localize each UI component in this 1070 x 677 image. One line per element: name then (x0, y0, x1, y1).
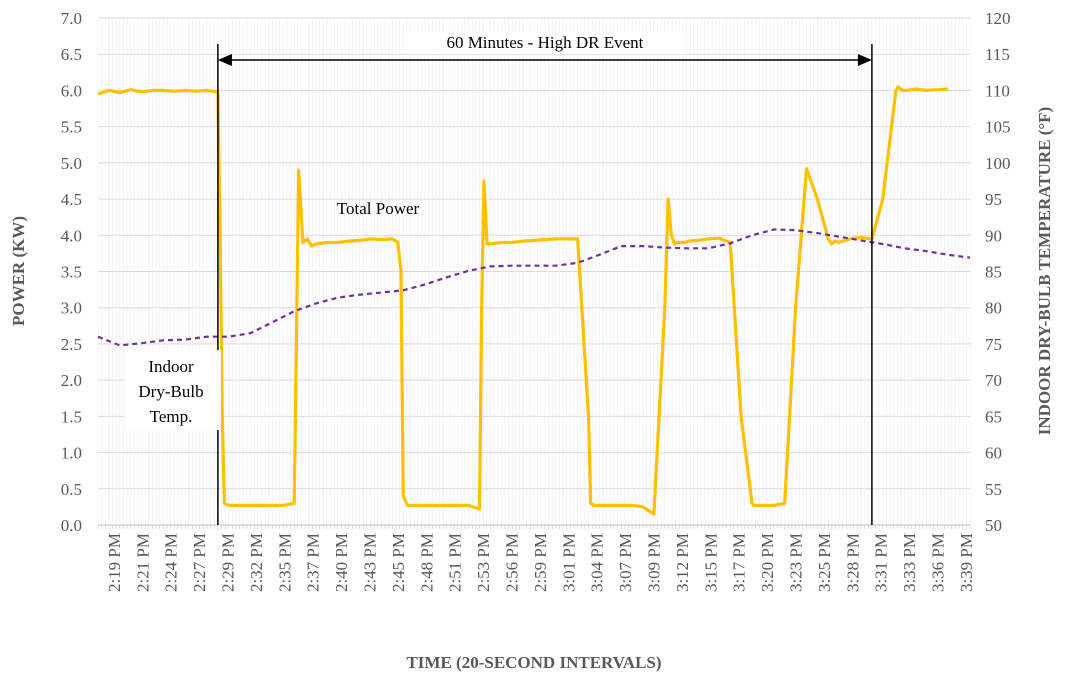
x-tick-label: 3:23 PM (787, 533, 806, 592)
total-power-annotation: Total Power (337, 199, 420, 218)
x-tick-label: 3:01 PM (559, 533, 578, 592)
y-left-tick-label: 7.0 (61, 9, 82, 28)
x-tick-label: 2:27 PM (190, 533, 209, 592)
temp-annotation-line-2: Dry-Bulb (138, 382, 203, 401)
x-tick-label: 3:36 PM (929, 533, 948, 592)
x-tick-label: 2:35 PM (275, 533, 294, 592)
y-right-tick-label: 110 (985, 81, 1010, 100)
y-left-tick-label: 6.0 (61, 81, 82, 100)
y-left-tick-label: 4.0 (61, 226, 82, 245)
x-tick-label: 2:29 PM (219, 533, 238, 592)
x-tick-label: 3:25 PM (815, 533, 834, 592)
x-tick-label: 2:21 PM (133, 533, 152, 592)
x-tick-label: 3:28 PM (843, 533, 862, 592)
y-left-tick-label: 5.0 (61, 154, 82, 173)
y-left-tick-label: 1.5 (61, 407, 82, 426)
y-left-tick-label: 3.0 (61, 299, 82, 318)
x-tick-label: 2:59 PM (531, 533, 550, 592)
y-right-tick-label: 65 (985, 407, 1002, 426)
y-right-tick-label: 95 (985, 190, 1002, 209)
y-left-tick-label: 4.5 (61, 190, 82, 209)
x-tick-label: 2:32 PM (247, 533, 266, 592)
event-label: 60 Minutes - High DR Event (446, 33, 643, 52)
y-axis-left-ticks: 0.0 0.5 1.0 1.5 2.0 2.5 3.0 3.5 4.0 4.5 5.0 5.5 6.0 6… (61, 9, 82, 535)
dr-event-marker: 60 Minutes - High DR Event (217, 32, 873, 525)
x-tick-label: 2:43 PM (361, 533, 380, 592)
x-axis-title: TIME (20-SECOND INTERVALS) (406, 653, 661, 672)
y-left-tick-label: 2.5 (61, 335, 82, 354)
y-right-tick-label: 90 (985, 226, 1002, 245)
y-right-tick-label: 85 (985, 263, 1002, 282)
y-left-tick-label: 3.5 (61, 263, 82, 282)
y-right-tick-label: 70 (985, 371, 1002, 390)
series-line-power (97, 85, 949, 516)
x-minor-ticks (97, 525, 971, 529)
x-tick-label: 3:15 PM (701, 533, 720, 592)
series-line-temperature (97, 228, 971, 347)
x-tick-label: 3:20 PM (758, 533, 777, 592)
x-tick-label: 2:19 PM (105, 533, 124, 592)
y-left-tick-label: 2.0 (61, 371, 82, 390)
y-right-tick-label: 115 (985, 45, 1010, 64)
x-tick-label: 2:45 PM (389, 533, 408, 592)
x-tick-label: 2:53 PM (474, 533, 493, 592)
x-tick-label: 2:51 PM (446, 533, 465, 592)
temp-annotation-line-3: Temp. (150, 407, 193, 426)
temp-annotation-background (125, 350, 221, 430)
y-right-tick-label: 100 (985, 154, 1011, 173)
gridlines (97, 17, 971, 526)
x-axis-ticks: 2:19 PM 2:21 PM 2:24 PM 2:27 PM 2:29 PM 2:32 … (105, 533, 976, 592)
series-layer (97, 85, 971, 516)
y-right-tick-label: 55 (985, 480, 1002, 499)
arrow-left-head (217, 54, 232, 66)
x-tick-label: 3:04 PM (588, 533, 607, 592)
x-tick-label: 2:56 PM (503, 533, 522, 592)
x-tick-label: 3:07 PM (616, 533, 635, 592)
y-left-tick-label: 0.5 (61, 480, 82, 499)
y-right-tick-label: 50 (985, 516, 1002, 535)
y-left-tick-label: 1.0 (61, 444, 82, 463)
x-tick-label: 2:48 PM (417, 533, 436, 592)
arrow-right-head (857, 54, 872, 66)
y-right-tick-label: 75 (985, 335, 1002, 354)
y-right-tick-label: 105 (985, 118, 1011, 137)
x-tick-label: 3:33 PM (900, 533, 919, 592)
x-tick-label: 2:24 PM (162, 533, 181, 592)
event-label-background (406, 32, 683, 54)
x-tick-label: 3:09 PM (645, 533, 664, 592)
y-right-tick-label: 80 (985, 299, 1002, 318)
x-tick-label: 3:12 PM (673, 533, 692, 592)
y-axis-left-title: POWER (KW) (9, 216, 28, 326)
x-tick-label: 2:40 PM (332, 533, 351, 592)
y-axis-right-title: INDOOR DRY-BULB TEMPERATURE (°F) (1035, 107, 1054, 435)
x-tick-label: 3:31 PM (872, 533, 891, 592)
x-tick-label: 2:37 PM (304, 533, 323, 592)
y-left-tick-label: 0.0 (61, 516, 82, 535)
y-left-tick-label: 5.5 (61, 118, 82, 137)
x-tick-label: 3:17 PM (730, 533, 749, 592)
x-tick-label: 3:39 PM (957, 533, 976, 592)
y-left-tick-label: 6.5 (61, 45, 82, 64)
temp-annotation-line-1: Indoor (148, 357, 194, 376)
y-axis-right-ticks: 50 55 60 65 70 75 80 85 90 95 100 105 110 115 120 (985, 9, 1011, 535)
y-right-tick-label: 120 (985, 9, 1011, 28)
temp-annotation: Indoor Dry-Bulb Temp. (125, 350, 221, 430)
y-right-tick-label: 60 (985, 444, 1002, 463)
